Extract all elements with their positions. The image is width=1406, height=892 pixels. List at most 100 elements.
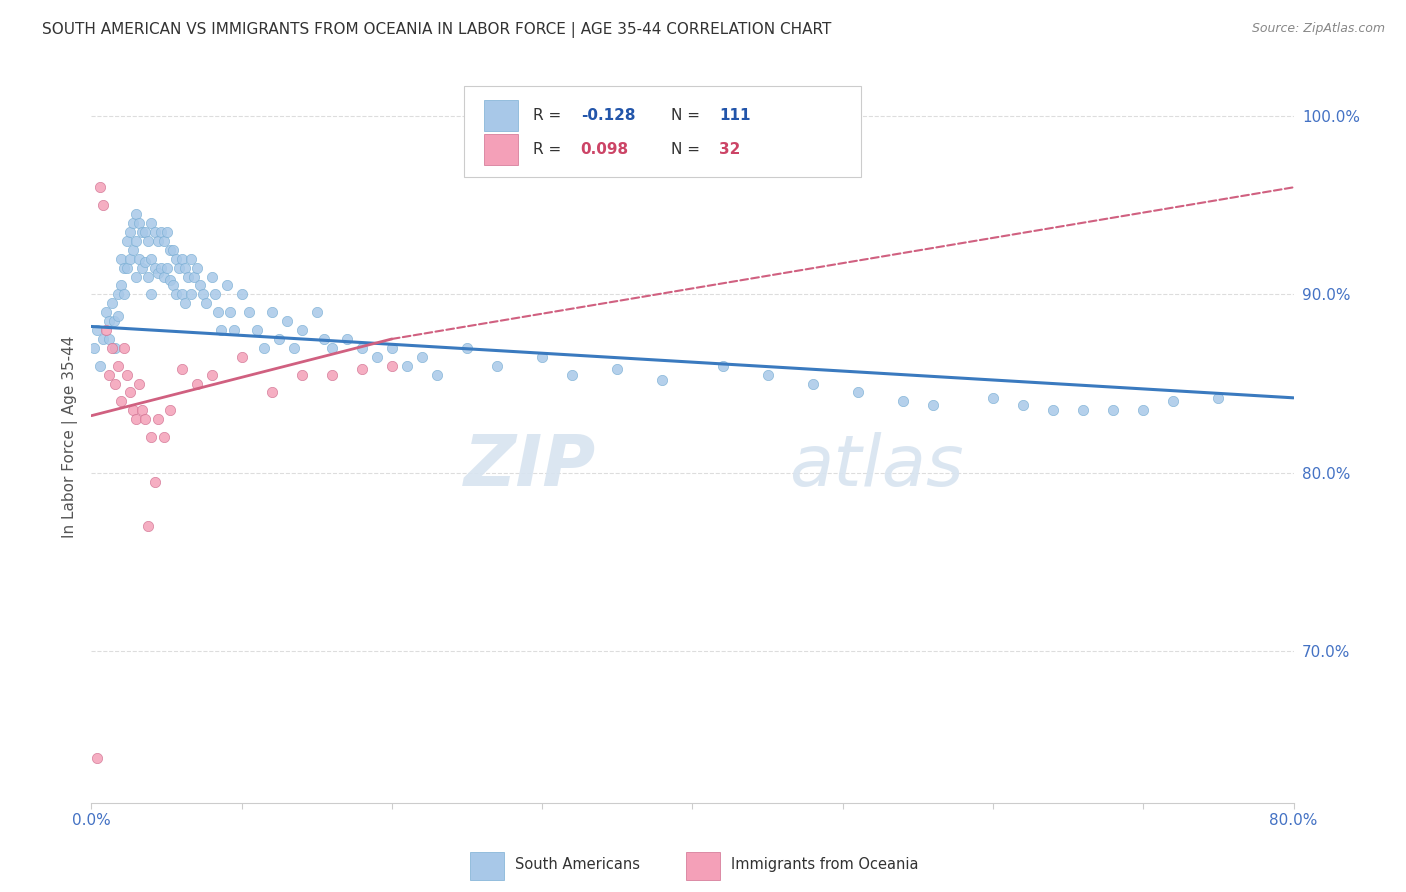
Point bbox=[107, 287, 129, 301]
Point bbox=[141, 287, 163, 301]
Text: Immigrants from Oceania: Immigrants from Oceania bbox=[731, 857, 918, 872]
Point bbox=[194, 296, 217, 310]
Point bbox=[381, 359, 404, 373]
Point bbox=[101, 296, 124, 310]
Text: N =: N = bbox=[671, 142, 704, 157]
Point bbox=[110, 394, 132, 409]
Point bbox=[981, 391, 1004, 405]
Point bbox=[117, 368, 139, 382]
Point bbox=[651, 373, 673, 387]
Point bbox=[96, 323, 118, 337]
Point bbox=[128, 252, 150, 266]
Point bbox=[138, 234, 160, 248]
Point bbox=[162, 243, 184, 257]
Point bbox=[86, 751, 108, 765]
Point bbox=[170, 252, 193, 266]
Point bbox=[86, 323, 108, 337]
Point bbox=[138, 269, 160, 284]
Point bbox=[531, 350, 554, 364]
Point bbox=[131, 225, 153, 239]
Text: South Americans: South Americans bbox=[515, 857, 640, 872]
Point bbox=[180, 252, 202, 266]
FancyBboxPatch shape bbox=[686, 852, 720, 880]
Point bbox=[120, 385, 142, 400]
Point bbox=[143, 260, 166, 275]
Point bbox=[117, 260, 139, 275]
Point bbox=[170, 287, 193, 301]
Point bbox=[188, 278, 211, 293]
Point bbox=[209, 323, 232, 337]
Point bbox=[231, 350, 253, 364]
Point bbox=[155, 225, 177, 239]
Point bbox=[143, 225, 166, 239]
Point bbox=[114, 341, 136, 355]
Point bbox=[125, 269, 148, 284]
Point bbox=[215, 278, 238, 293]
Point bbox=[1042, 403, 1064, 417]
Point bbox=[159, 243, 181, 257]
Point bbox=[314, 332, 336, 346]
Point bbox=[125, 412, 148, 426]
FancyBboxPatch shape bbox=[485, 100, 519, 130]
Point bbox=[186, 260, 208, 275]
Point bbox=[107, 309, 129, 323]
Point bbox=[1071, 403, 1094, 417]
Point bbox=[141, 430, 163, 444]
Point bbox=[186, 376, 208, 391]
Point bbox=[114, 287, 136, 301]
Point bbox=[98, 314, 121, 328]
Point bbox=[395, 359, 418, 373]
Point bbox=[350, 341, 373, 355]
Point bbox=[107, 359, 129, 373]
Point bbox=[89, 359, 111, 373]
FancyBboxPatch shape bbox=[470, 852, 503, 880]
Point bbox=[131, 403, 153, 417]
Point bbox=[83, 341, 105, 355]
Point bbox=[1012, 398, 1035, 412]
Text: R =: R = bbox=[533, 142, 565, 157]
Point bbox=[224, 323, 246, 337]
Point bbox=[104, 341, 127, 355]
Point bbox=[131, 260, 153, 275]
Point bbox=[204, 287, 226, 301]
Point bbox=[162, 278, 184, 293]
Point bbox=[134, 412, 156, 426]
Point bbox=[125, 234, 148, 248]
Point bbox=[170, 362, 193, 376]
Text: R =: R = bbox=[533, 108, 565, 123]
Point bbox=[138, 519, 160, 533]
Point bbox=[149, 225, 172, 239]
Point bbox=[152, 269, 174, 284]
Point bbox=[141, 216, 163, 230]
Point bbox=[117, 234, 139, 248]
Point bbox=[238, 305, 260, 319]
Point bbox=[98, 332, 121, 346]
Y-axis label: In Labor Force | Age 35-44: In Labor Force | Age 35-44 bbox=[62, 336, 77, 538]
Text: Source: ZipAtlas.com: Source: ZipAtlas.com bbox=[1251, 22, 1385, 36]
Point bbox=[305, 305, 328, 319]
Text: SOUTH AMERICAN VS IMMIGRANTS FROM OCEANIA IN LABOR FORCE | AGE 35-44 CORRELATION: SOUTH AMERICAN VS IMMIGRANTS FROM OCEANI… bbox=[42, 22, 831, 38]
Point bbox=[110, 278, 132, 293]
Point bbox=[122, 216, 145, 230]
Point bbox=[336, 332, 359, 346]
Point bbox=[134, 225, 156, 239]
Point bbox=[176, 269, 198, 284]
Point bbox=[143, 475, 166, 489]
FancyBboxPatch shape bbox=[485, 135, 519, 165]
Point bbox=[120, 252, 142, 266]
Point bbox=[253, 341, 276, 355]
Point bbox=[134, 255, 156, 269]
Point bbox=[321, 368, 343, 382]
Point bbox=[246, 323, 269, 337]
Point bbox=[122, 403, 145, 417]
Point bbox=[1102, 403, 1125, 417]
Point bbox=[146, 234, 169, 248]
Point bbox=[152, 234, 174, 248]
Point bbox=[159, 403, 181, 417]
Point bbox=[173, 296, 195, 310]
Point bbox=[141, 252, 163, 266]
Point bbox=[366, 350, 388, 364]
Point bbox=[291, 323, 314, 337]
Text: -0.128: -0.128 bbox=[581, 108, 636, 123]
Point bbox=[1208, 391, 1230, 405]
